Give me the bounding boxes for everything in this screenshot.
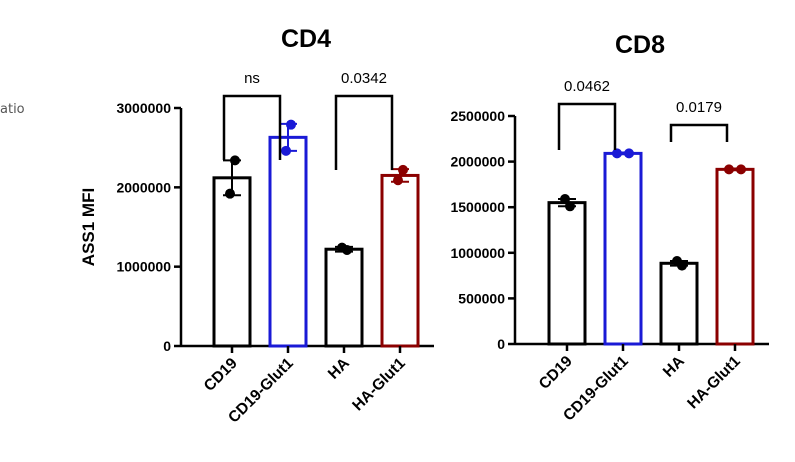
data-point: [672, 256, 682, 267]
y-tick-label: 2000000: [116, 179, 171, 195]
x-tick-label: HA-Glut1: [684, 353, 744, 413]
y-tick-label: 1000000: [116, 259, 171, 275]
significance-label: 0.0462: [564, 78, 610, 95]
significance-label: 0.0179: [676, 99, 722, 116]
significance-bracket: [222, 94, 282, 160]
y-tick-label: 3000000: [116, 100, 171, 116]
y-axis-label: ASS1 MFI: [79, 188, 98, 266]
y-tick-label: 0: [163, 338, 171, 354]
significance-bracket: [557, 102, 617, 150]
x-tick-label: CD19: [536, 353, 576, 393]
x-tick-label: HA: [325, 355, 353, 383]
data-point: [286, 119, 296, 130]
significance-label: 0.0342: [341, 70, 387, 87]
y-tick-label: 0: [497, 336, 505, 352]
data-point: [624, 148, 634, 159]
cd8-panel: CD8 0 500000 1000000 1500000 2000000 2500000 CD…: [450, 31, 769, 425]
bar-cd19: [547, 201, 587, 346]
bar-cd19-glut1: [603, 151, 643, 346]
y-tick-label: 1500000: [450, 199, 505, 215]
data-point: [736, 164, 746, 175]
significance-bracket: [669, 123, 729, 142]
y-tick-label: 2500000: [450, 108, 505, 124]
data-point: [612, 148, 622, 159]
bar-cd19-glut1: [268, 135, 308, 348]
bar-ha: [324, 247, 364, 348]
bar-ha-glut1: [715, 167, 755, 346]
significance-bracket: [334, 94, 394, 170]
bar-ha: [659, 261, 699, 346]
data-point: [225, 188, 235, 199]
y-tick-label: 500000: [458, 290, 505, 306]
data-point: [724, 164, 734, 175]
bar-cd19: [212, 176, 252, 348]
data-point: [565, 201, 575, 212]
cropped-side-text: atio: [0, 102, 25, 117]
x-tick-label: HA-Glut1: [349, 355, 409, 415]
x-tick-label: CD19: [201, 355, 241, 395]
bar-ha-glut1: [380, 173, 420, 348]
significance-label: ns: [244, 70, 260, 87]
data-point: [230, 155, 240, 166]
chart-title: CD4: [281, 25, 331, 53]
data-point: [393, 175, 403, 186]
data-point: [337, 242, 347, 253]
data-point: [281, 145, 291, 156]
data-point: [398, 164, 408, 175]
data-point: [560, 193, 570, 204]
x-tick-label: HA: [660, 353, 688, 381]
chart-title: CD8: [615, 31, 665, 59]
y-tick-label: 2000000: [450, 154, 505, 170]
y-tick-label: 1000000: [450, 245, 505, 261]
